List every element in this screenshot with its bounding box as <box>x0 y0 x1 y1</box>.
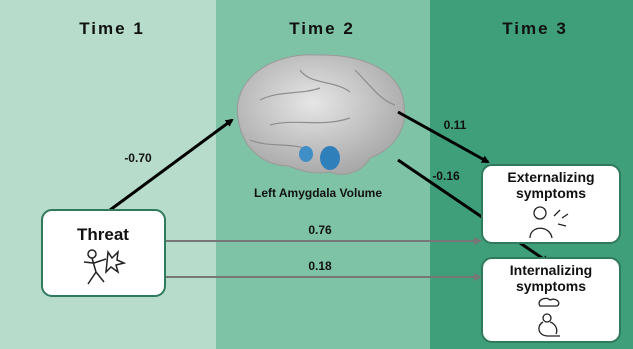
node-box <box>42 210 165 296</box>
path-coefficient: 0.18 <box>308 259 332 273</box>
path-coefficient: -0.16 <box>432 169 460 183</box>
node-label: symptoms <box>516 185 586 201</box>
path-coefficient: 0.11 <box>444 118 467 132</box>
column-header: Time 2 <box>289 19 355 38</box>
diagram: Time 1 Time 2 Time 3 Left Amygdala Volum… <box>0 0 633 349</box>
node-label: symptoms <box>516 278 586 294</box>
node-label: Externalizing <box>507 169 594 185</box>
column-header: Time 3 <box>502 19 568 38</box>
node-label: Left Amygdala Volume <box>254 186 382 200</box>
column-header: Time 1 <box>79 19 145 38</box>
column-bg <box>216 0 430 349</box>
path-coefficient: 0.76 <box>308 223 332 237</box>
node-label: Internalizing <box>510 262 592 278</box>
node-label: Threat <box>77 225 129 244</box>
path-coefficient: -0.70 <box>124 151 152 165</box>
